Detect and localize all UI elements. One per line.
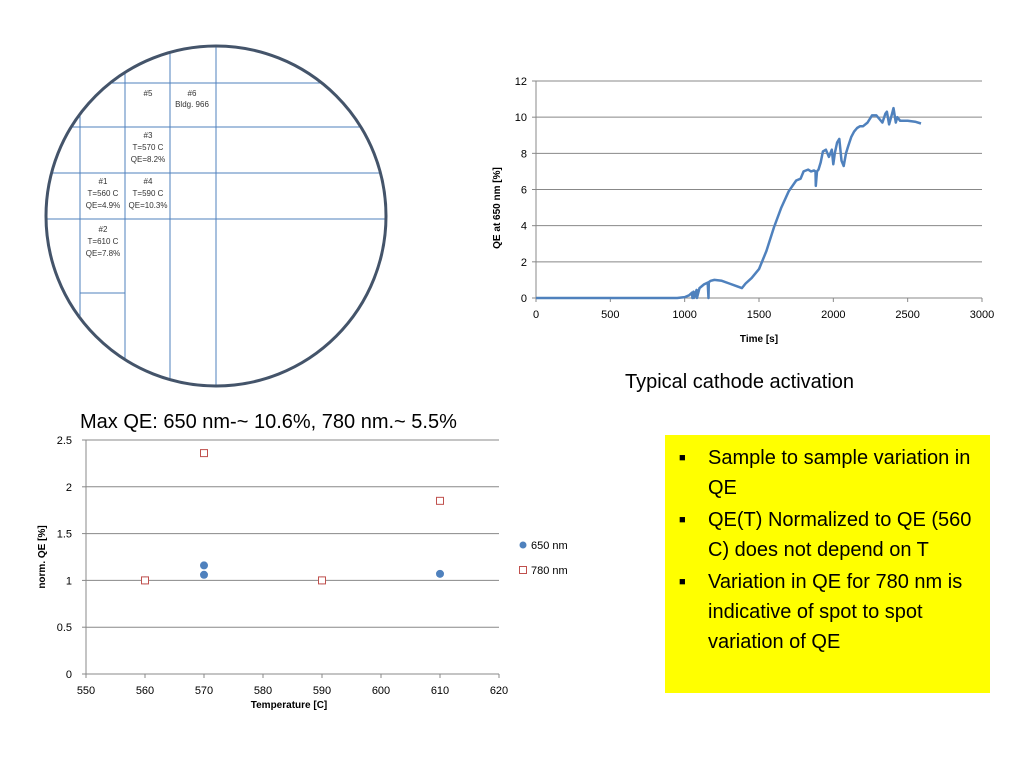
max-qe-caption: Max QE: 650 nm-~ 10.6%, 780 nm.~ 5.5% [80,411,457,433]
cell-3: #3 T=570 C QE=8.2% [131,131,165,164]
activation-x-tick-label: 2500 [895,309,919,321]
cell-1-qe: QE=4.9% [86,201,120,210]
note-item: ■ QE(T) Normalized to QE (560 C) does not… [679,505,978,565]
cell-3-label: #3 [144,131,153,140]
activation-x-tick-label: 500 [601,309,619,321]
activation-gridlines [536,80,982,263]
note-item: ■ Sample to sample variation in QE [679,443,978,503]
cell-1: #1 T=560 C QE=4.9% [86,177,120,210]
temperature-x-tick-label: 600 [372,685,390,697]
activation-x-tick-label: 1500 [747,309,771,321]
wafer-map: #5 #6 Bldg. 966 #3 T=570 C QE=8.2% #1 T=… [44,44,388,388]
temperature-y-tick-label: 2.5 [57,435,72,447]
cell-2-qe: QE=7.8% [86,249,120,258]
point-780nm [141,576,149,585]
temperature-y-tick-label: 1.5 [57,529,72,541]
temperature-x-tick-label: 610 [431,685,449,697]
point-780nm [318,576,326,585]
qe-650-series-line [536,106,922,300]
notes-list: ■ Sample to sample variation in QE ■ QE(T)… [679,443,978,657]
temperature-y-tick-label: 0 [66,669,72,681]
wafer-grid [46,46,386,386]
notes-box: ■ Sample to sample variation in QE ■ QE(T)… [665,435,990,693]
temperature-x-tick-label: 560 [136,685,154,697]
cell-4-qe: QE=10.3% [129,201,168,210]
temperature-x-axis-label: Temperature [C] [251,700,328,711]
activation-y-tick-label: 6 [521,185,527,197]
legend-650-marker [519,541,527,549]
note-text: Variation in QE for 780 nm is indicative… [708,571,963,653]
square-bullet-icon: ■ [679,514,686,526]
cell-2-label: #2 [99,225,108,234]
cell-5: #5 [144,89,153,98]
activation-y-tick-label: 2 [521,257,527,269]
cell-3-temperature: T=570 C [133,143,164,152]
cell-6-location: Bldg. 966 [175,100,209,109]
note-item: ■ Variation in QE for 780 nm is indicativ… [679,567,978,657]
activation-y-tick-label: 4 [521,221,527,233]
cell-2-temperature: T=610 C [88,237,119,246]
activation-y-ticks: 0 2 4 6 8 10 12 [515,76,536,305]
point-780nm [436,496,444,505]
legend-650-label: 650 nm [531,540,568,552]
cell-1-label: #1 [99,177,108,186]
cell-6: #6 Bldg. 966 [175,89,209,109]
activation-chart: 0 2 4 6 8 10 12 0 500 1000 1500 2000 2500 3000 Time … [492,76,994,345]
legend-780-label: 780 nm [531,565,568,577]
note-text: Sample to sample variation in QE [708,447,971,499]
temperature-axes [85,440,499,675]
point-650nm [200,561,208,570]
temperature-y-tick-label: 1 [66,575,72,587]
temperature-x-tick-label: 570 [195,685,213,697]
legend: 650 nm 780 nm [519,540,568,577]
activation-caption: Typical cathode activation [625,371,855,393]
cell-4-temperature: T=590 C [133,189,164,198]
activation-y-tick-label: 12 [515,76,527,88]
temperature-x-tick-label: 620 [490,685,508,697]
temperature-chart: 0 0.5 1 1.5 2 2.5 550 560 570 580 590 600 610 620 Te… [37,435,568,711]
temperature-x-ticks: 550 560 570 580 590 600 610 620 [77,674,508,697]
point-650nm [200,570,208,579]
temperature-gridlines [86,439,499,628]
activation-y-tick-label: 10 [515,112,527,124]
cell-4-label: #4 [144,177,153,186]
temperature-y-tick-label: 2 [66,482,72,494]
temperature-x-tick-label: 550 [77,685,95,697]
temperature-data-points [141,449,444,585]
activation-y-axis-label: QE at 650 nm [%] [492,167,503,249]
temperature-x-tick-label: 590 [313,685,331,697]
activation-y-tick-label: 0 [521,293,527,305]
legend-780-marker [519,566,527,574]
activation-x-axis-label: Time [s] [740,334,778,345]
cell-5-label: #5 [144,89,153,98]
point-650nm [436,569,444,578]
cell-4: #4 T=590 C QE=10.3% [129,177,168,210]
cell-3-qe: QE=8.2% [131,155,165,164]
temperature-y-axis-label: norm. QE [%] [37,525,48,588]
cell-1-temperature: T=560 C [88,189,119,198]
activation-x-ticks: 0 500 1000 1500 2000 2500 3000 [533,298,994,321]
square-bullet-icon: ■ [679,576,686,588]
activation-x-tick-label: 3000 [970,309,994,321]
cell-6-label: #6 [188,89,197,98]
temperature-y-tick-label: 0.5 [57,622,72,634]
square-bullet-icon: ■ [679,452,686,464]
cell-2: #2 T=610 C QE=7.8% [86,225,120,258]
activation-x-tick-label: 2000 [821,309,845,321]
note-text: QE(T) Normalized to QE (560 C) does not … [708,509,972,561]
temperature-y-ticks: 0 0.5 1 1.5 2 2.5 [57,435,86,681]
temperature-x-tick-label: 580 [254,685,272,697]
activation-y-tick-label: 8 [521,148,527,160]
activation-x-tick-label: 0 [533,309,539,321]
wafer-outline [44,44,388,388]
point-780nm [200,449,208,458]
activation-x-tick-label: 1000 [672,309,696,321]
